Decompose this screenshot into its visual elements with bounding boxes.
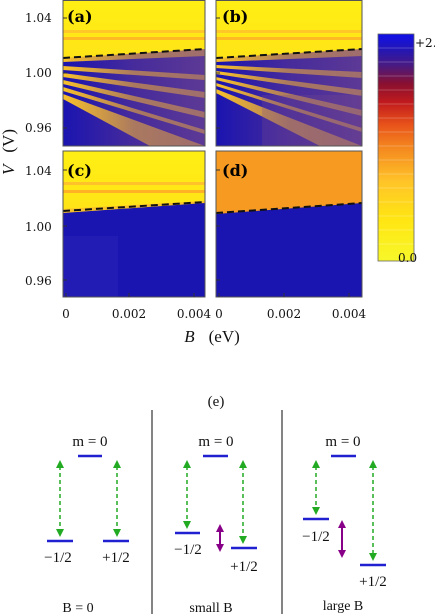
x-axis-unit: (eV) [209, 327, 240, 346]
level-diagram-small-field: m = 0 −1/2 +1/2 small B [174, 434, 258, 614]
schematic-label-e: (e) [208, 394, 225, 410]
x-tick-left-3: 0.004 [177, 307, 212, 321]
tick-marks [63, 17, 350, 297]
transition-arrowheads [56, 460, 121, 537]
y-tick-top-2: 1.00 [25, 66, 52, 80]
y-axis-label: V [0, 162, 18, 175]
panel-label-a: (a) [67, 7, 93, 26]
left-level-label: −1/2 [44, 550, 72, 566]
threshold-lines [62, 48, 363, 214]
y-tick-top-1: 1.04 [25, 11, 52, 25]
y-tick-bottom-2: 1.00 [25, 220, 52, 234]
colorbar-max-label: +2.5 [415, 36, 435, 50]
colorbar-gradient [378, 34, 414, 261]
level-diagram-zero-field: m = 0 −1/2 +1/2 B = 0 [44, 434, 130, 614]
y-axis-title: V (V) [0, 129, 18, 175]
panel-frames [62, 0, 363, 298]
y-tick-top-3: 0.96 [25, 121, 52, 135]
colorbar-min-label: 0.0 [398, 251, 417, 265]
level-diagram-large-field: m = 0 −1/2 +1/2 large B [302, 434, 387, 614]
transition-arrows [186, 466, 244, 539]
transition-arrowheads [312, 460, 377, 561]
x-tick-left-1: 0 [62, 307, 70, 321]
heatmap-panel-a [63, 0, 205, 146]
section-caption: B = 0 [62, 601, 93, 614]
heatmap-panel-c [63, 151, 205, 297]
x-tick-left-2: 0.002 [112, 307, 146, 321]
heatmap-panel-b [216, 0, 362, 146]
panel-label-d: (d) [222, 161, 248, 180]
y-tick-bottom-1: 1.04 [25, 164, 52, 178]
top-level-label: m = 0 [198, 434, 233, 450]
zeeman-splitting-arrow [338, 520, 346, 558]
transition-arrowheads [183, 460, 247, 544]
right-level-label: +1/2 [102, 550, 130, 566]
section-caption: large B [323, 599, 364, 614]
svg-text:V (V): V (V) [0, 129, 18, 175]
panel-label-c: (c) [67, 161, 92, 180]
panel-label-b: (b) [222, 7, 248, 26]
zeeman-splitting-arrow [216, 524, 224, 552]
x-tick-right-1: 0 [215, 307, 223, 321]
left-level-label: −1/2 [174, 542, 202, 558]
x-axis-label: B [184, 327, 195, 346]
x-tick-right-2: 0.002 [267, 307, 301, 321]
transition-arrows [59, 466, 118, 532]
heatmap-panel-d [216, 151, 362, 297]
left-level-label: −1/2 [302, 529, 330, 545]
y-axis-unit: (V) [0, 129, 18, 153]
y-tick-bottom-3: 0.96 [25, 274, 52, 288]
transition-arrows [315, 466, 374, 556]
section-caption: small B [189, 601, 232, 614]
x-tick-right-3: 0.004 [332, 307, 367, 321]
top-level-label: m = 0 [72, 434, 107, 450]
right-level-label: +1/2 [359, 574, 387, 590]
top-level-label: m = 0 [325, 434, 360, 450]
x-axis-title: B (eV) [184, 327, 240, 346]
section-dividers [151, 410, 283, 614]
right-level-label: +1/2 [230, 559, 258, 575]
colorbar: +2.5 0.0 [377, 33, 435, 265]
